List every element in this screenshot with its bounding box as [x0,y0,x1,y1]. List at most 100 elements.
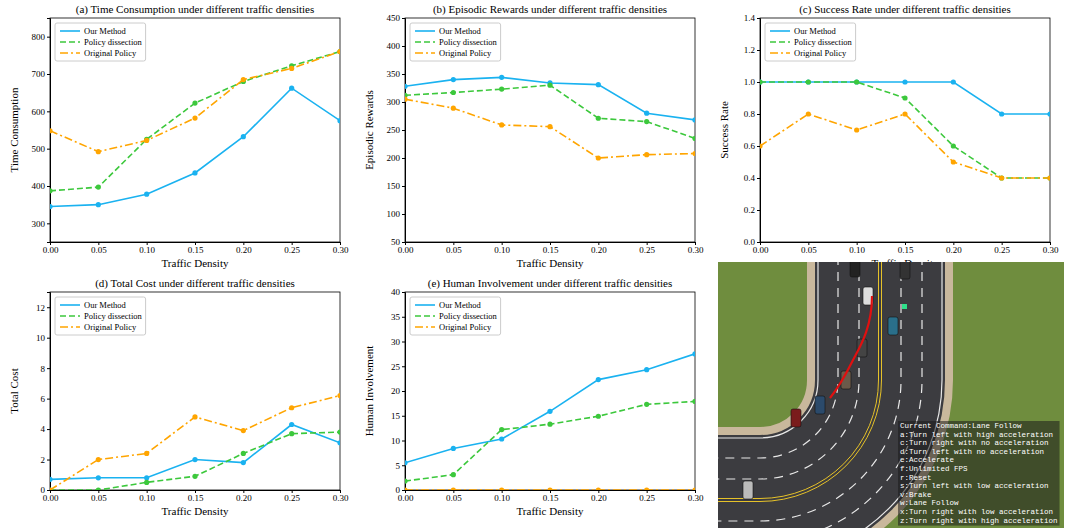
tick-mark [402,416,405,417]
legend-swatch [415,326,435,328]
tick: 15 [391,411,405,421]
tick-label: 0.15 [543,493,559,503]
tick-label: 250 [387,125,401,135]
point [451,472,456,477]
x-axis: 0.000.050.100.150.200.250.30 [43,490,349,503]
tick: 350 [387,69,406,79]
point [192,474,197,479]
tick: 1.2 [744,45,760,55]
panel: 0.000.050.100.150.200.250.30024681012(d)… [8,277,349,517]
x-axis: 0.000.050.100.150.200.250.30 [398,490,704,503]
ego-marker [902,304,907,309]
tick-mark [402,317,405,318]
tick-mark [757,114,760,115]
tick-label: 8 [41,364,46,374]
tick-label: 30 [391,337,401,347]
tick: 0.25 [994,242,1010,255]
tick-label: 700 [32,69,46,79]
point [644,111,649,116]
tick: 100 [387,209,406,219]
tick: 0.25 [284,490,300,503]
road-edge [718,262,818,438]
tick: 800 [32,32,51,42]
tick-label: 800 [32,32,46,42]
point [337,430,340,435]
chart-title: (b) Episodic Rewards under different tra… [433,3,667,16]
help-line: s:Turn left with low acceleration [900,482,1049,490]
legend-label: Original Policy [794,48,847,58]
tick-label: 1.0 [744,77,756,87]
point [96,202,101,207]
point [596,155,601,160]
vehicle [815,396,825,414]
legend-swatch [415,30,435,32]
legend-box [55,23,146,61]
tick-label: 500 [32,144,46,154]
chart-title: (d) Total Cost under different traffic d… [95,277,295,290]
point [241,460,246,465]
tick: 250 [387,125,406,135]
point [50,477,53,482]
tick-label: 0.4 [744,173,756,183]
tick: 700 [32,69,51,79]
tick-label: 0.20 [236,245,252,255]
tick: 0.4 [744,173,760,183]
tick-mark [402,18,405,19]
tick-label: 20 [391,386,401,396]
tick: 0.25 [284,242,300,255]
tick-mark [402,242,405,243]
tick: 0.15 [898,242,914,255]
series-line [50,88,340,206]
tick: 8 [41,364,51,374]
tick: 500 [32,144,51,154]
point [547,83,552,88]
tick-mark [757,50,760,51]
tick-label: 40 [391,287,401,297]
point [144,480,149,485]
legend-swatch [415,52,435,54]
legend-label: Our Method [439,300,482,310]
figure: 0.000.050.100.150.200.250.30300400500600… [0,0,1068,531]
point [547,409,552,414]
tick-mark [47,338,50,339]
point [806,79,811,84]
lane-line [718,262,922,528]
tick: 0.20 [236,490,252,503]
tick-label: 0.00 [753,245,769,255]
legend-swatch [60,30,80,32]
legend-box [410,297,501,335]
series-line [50,52,340,191]
tick: 12 [36,303,50,313]
series-line [50,396,340,490]
tick: 400 [387,41,406,51]
tick-label: 0.00 [43,493,59,503]
tick-label: 6 [41,394,46,404]
point [644,487,649,490]
legend-swatch [770,41,790,43]
point [547,487,552,490]
key-help: Current Command:Lane Followa:Turn left w… [898,421,1060,526]
legend-label: Original Policy [439,48,492,58]
point [96,487,101,490]
tick-mark [402,186,405,187]
tick: 0.20 [591,242,607,255]
tick-mark [47,111,50,112]
tick: 0.10 [139,490,155,503]
plot-frame [405,18,695,242]
tick: 30 [391,337,405,347]
vehicle [900,262,910,279]
axis-line [757,19,761,243]
axis-line [47,19,51,243]
tick-label: 0.10 [494,245,510,255]
tick-label: 0.2 [744,205,755,215]
axis-line [402,19,406,243]
tick: 0.20 [236,242,252,255]
point [547,124,552,129]
plot-data [50,49,340,209]
tick-label: 0.05 [446,493,462,503]
point [337,118,340,123]
tick-mark [47,490,50,491]
tick-label: 200 [387,153,401,163]
tick: 0.15 [543,490,559,503]
tick-mark [402,102,405,103]
